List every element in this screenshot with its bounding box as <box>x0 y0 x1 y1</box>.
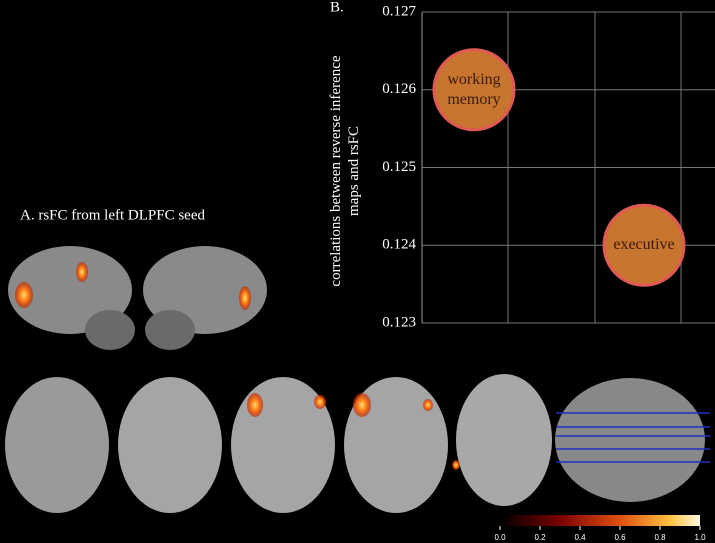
y-tick-label: 0.127 <box>382 3 416 19</box>
y-axis-label: correlations between reverse inference m… <box>328 55 362 287</box>
bubble <box>602 203 686 287</box>
y-tick-label: 0.125 <box>382 159 416 175</box>
bubble-chart: 0.123 0.124 0.125 0.126 0.127 working memory e… <box>382 3 715 330</box>
bubble-label: executive <box>613 236 675 254</box>
colorbar-tick-label: 1.0 <box>694 533 706 542</box>
y-tick-label: 0.126 <box>382 81 416 97</box>
bubble-label-box: working memory <box>447 70 501 108</box>
panel-a-label: A. rsFC from left DLPFC seed <box>20 207 205 223</box>
bubble <box>432 48 516 132</box>
colorbar <box>500 515 700 526</box>
panel-b-label: B. <box>330 0 344 15</box>
colorbar-tick-label: 0.8 <box>654 533 666 542</box>
brain-images <box>5 246 710 513</box>
colorbar-tick-label: 0.6 <box>614 533 626 542</box>
bubble-label-box: executive <box>613 236 675 254</box>
colorbar-tick-label: 0.2 <box>534 533 546 542</box>
bubble-label: working memory <box>447 70 501 108</box>
y-tick-label: 0.123 <box>382 314 416 330</box>
colorbar-tick-label: 0.0 <box>494 533 506 542</box>
y-tick-label: 0.124 <box>382 237 416 253</box>
colorbar-tick-label: 0.4 <box>574 533 586 542</box>
